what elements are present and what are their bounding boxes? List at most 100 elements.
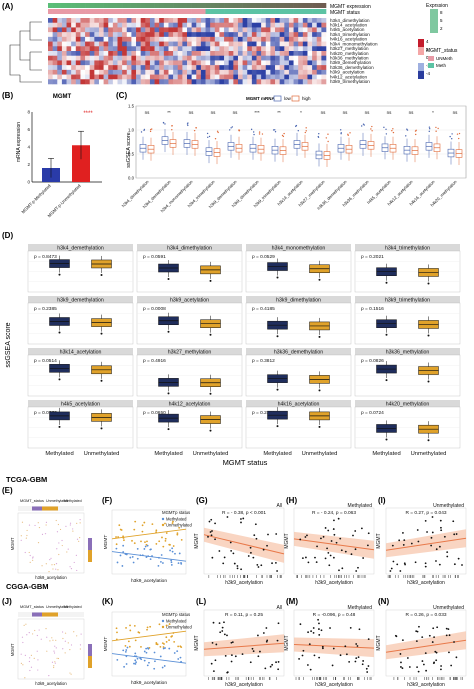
marginal-point [70, 568, 73, 570]
heatmap-cell [312, 18, 318, 24]
scatter-point [332, 528, 335, 530]
panel-b-title: MGMT [53, 94, 72, 100]
panel-d-facet-title: h4k16_acetylation [278, 402, 320, 408]
heatmap-cell [205, 36, 211, 42]
heatmap-cell [293, 32, 299, 38]
heatmap-cell [80, 69, 86, 75]
heatmap-cell [136, 41, 141, 47]
marginal-top-box [32, 506, 50, 511]
scatter-point [219, 631, 222, 634]
heatmap-cell [321, 18, 327, 24]
scatter-point [422, 663, 425, 666]
heatmap-expr-cell [98, 3, 104, 8]
panel-c-outlier [406, 129, 409, 131]
scatter-point [301, 557, 304, 560]
heatmap-cell [136, 65, 141, 71]
panel-d-xtick: Methylated [263, 451, 291, 457]
marginal-point [59, 528, 62, 531]
heatmap-cell [98, 27, 104, 33]
scatter-point [357, 566, 359, 569]
heatmap-cell [307, 36, 313, 42]
heatmap-cell [163, 74, 169, 80]
heatmap-cell [284, 41, 290, 47]
heatmap-cell [66, 18, 72, 24]
heatmap-cell [85, 41, 90, 47]
heatmap-cell [108, 55, 114, 61]
heatmap-legend-tick-0: 0 [426, 55, 429, 60]
heatmap-cell [312, 65, 318, 71]
heatmap-cell [154, 74, 160, 80]
heatmap-cell [61, 60, 67, 66]
scatter2-point-meth [146, 664, 149, 667]
heatmap-cell [140, 46, 146, 52]
heatmap-cell [251, 27, 257, 33]
scatter2-point-unmeth [158, 540, 161, 543]
panel-d-strip [137, 296, 242, 303]
heatmap-cell [71, 32, 77, 38]
scatter2-point-meth [139, 554, 142, 557]
scatter2-point-meth [135, 661, 137, 664]
heatmap-status-cell [75, 9, 81, 14]
heatmap-cell [219, 51, 225, 57]
heatmap-expr-cell [154, 3, 160, 8]
scatter2-frame [111, 611, 187, 677]
heatmap-status-cell [80, 9, 86, 14]
heatmap-cell [80, 55, 86, 61]
heatmap-expr-cell [302, 3, 308, 8]
heatmap-cell [112, 74, 118, 80]
heatmap-status-cell [154, 9, 160, 14]
heatmap-cell [140, 65, 146, 71]
heatmap-expr-cell [94, 3, 100, 8]
heatmap-cell [196, 51, 202, 57]
heatmap-cell [298, 55, 304, 61]
panel-d-strip [28, 244, 133, 251]
heatmap-status-cell [261, 9, 267, 14]
heatmap-cell [159, 32, 165, 38]
marginal-point [55, 519, 57, 522]
heatmap-expr-cell [75, 3, 81, 8]
scatter-point [356, 645, 359, 647]
scatter2-point-unmeth [158, 623, 161, 626]
heatmap-expr-cell [112, 3, 118, 8]
marginal-point [36, 634, 38, 637]
heatmap-cell [71, 18, 77, 24]
panel-d-strip [355, 348, 460, 355]
panel-d-outlier [167, 392, 170, 395]
heatmap-cell [163, 41, 169, 47]
heatmap-cell [224, 69, 229, 75]
heatmap-cell [288, 69, 294, 75]
scatter-point [401, 667, 404, 670]
heatmap-cell [122, 46, 128, 52]
scatter-point [313, 654, 316, 657]
heatmap-cell [89, 22, 95, 28]
heatmap-cell [66, 79, 72, 85]
marginal-point [44, 533, 47, 535]
heatmap-cell [71, 51, 77, 57]
heatmap-cell [173, 79, 179, 85]
panel-letter-F: (F) [102, 496, 113, 505]
scatter2-legend-title: MGMTp status [162, 612, 190, 617]
heatmap-cell [48, 41, 53, 47]
heatmap-cell [52, 46, 58, 52]
heatmap-cell [154, 55, 160, 61]
scatter2-point-unmeth [115, 638, 118, 641]
heatmap-row-label: h4k20_methylation [330, 51, 369, 56]
heatmap-cell [307, 69, 313, 75]
panel-d-pvalue: p = 0.2021 [361, 254, 384, 260]
heatmap-cell [261, 36, 267, 42]
scatter-point [257, 655, 260, 658]
heatmap-cell [279, 36, 285, 42]
heatmap-cell [66, 22, 72, 28]
scatter-point [452, 520, 455, 523]
heatmap-cell [154, 32, 160, 38]
panel-d-xtick: Methylated [372, 451, 400, 457]
scatter-point [461, 564, 463, 566]
panel-c-boxplot: ssGSEA score MGMT mRNA low high [126, 96, 311, 168]
panel-d-ylabel: ssGSEA score [5, 322, 12, 367]
scatter2-point-unmeth [155, 531, 158, 534]
scatter-point [265, 640, 268, 643]
heatmap-status-cell [265, 9, 271, 14]
scatter-point [266, 544, 268, 547]
scatter2-point-unmeth [117, 536, 120, 538]
heatmap-cell [75, 60, 81, 66]
